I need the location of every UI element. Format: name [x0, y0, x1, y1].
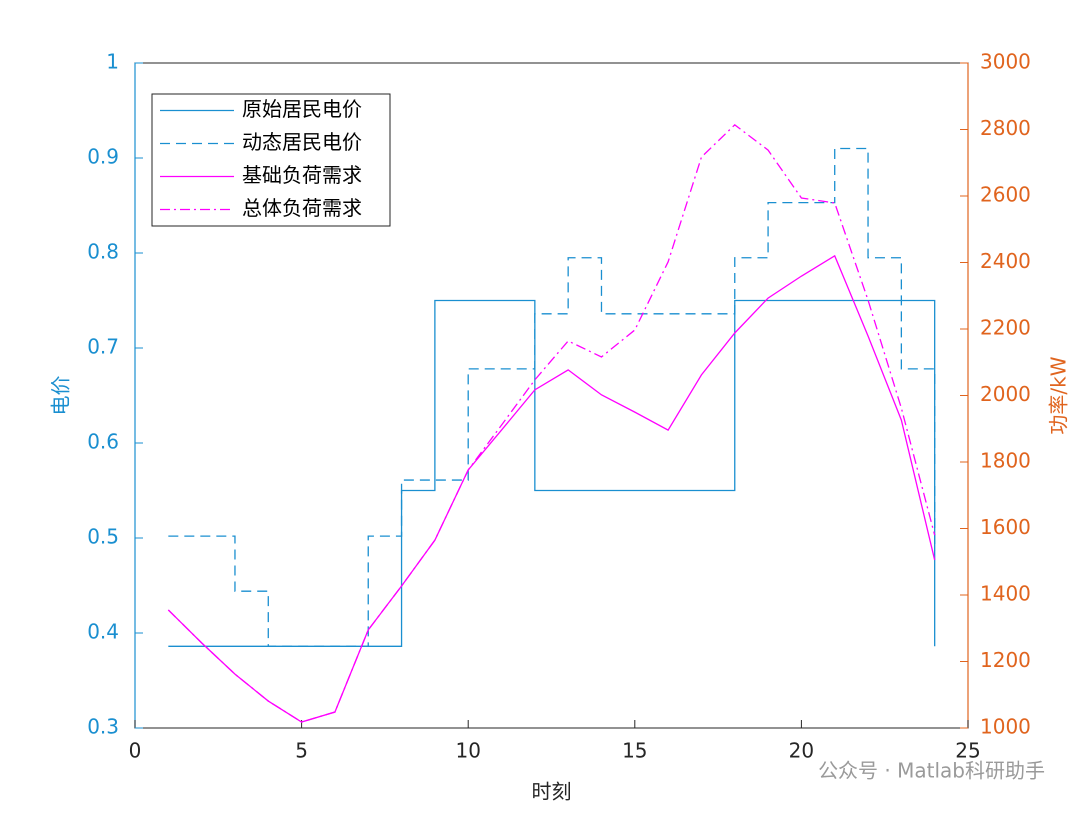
- watermark: 公众号 · Matlab科研助手: [818, 759, 1045, 783]
- y-tick-label: 0.5: [87, 525, 119, 549]
- y-tick-label: 0.7: [87, 335, 119, 359]
- y-tick-label: 0.4: [87, 620, 119, 644]
- y2-tick-label: 1200: [980, 648, 1031, 672]
- y2-tick-label: 2400: [980, 249, 1031, 273]
- y-tick-label: 0.6: [87, 430, 119, 454]
- y-axis-label: 电价: [49, 376, 73, 416]
- legend-label: 基础负荷需求: [242, 163, 362, 187]
- y2-tick-label: 2600: [980, 183, 1031, 207]
- legend-label: 动态居民电价: [242, 130, 362, 154]
- x-axis-label: 时刻: [532, 780, 572, 804]
- x-tick-label: 5: [295, 739, 308, 763]
- y2-tick-label: 1800: [980, 449, 1031, 473]
- legend-label: 原始居民电价: [242, 97, 362, 121]
- x-tick-label: 10: [455, 739, 480, 763]
- y2-axis-label: 功率/kW: [1047, 356, 1071, 434]
- y-tick-label: 1: [106, 50, 119, 74]
- x-tick-label: 15: [622, 739, 647, 763]
- y2-tick-label: 1000: [980, 715, 1031, 739]
- y2-tick-label: 2200: [980, 316, 1031, 340]
- legend-label: 总体负荷需求: [242, 196, 362, 220]
- series-line: [168, 147, 936, 647]
- legend-box: [151, 93, 391, 227]
- y-tick-label: 0.3: [87, 715, 119, 739]
- y2-tick-label: 1400: [980, 582, 1031, 606]
- y-tick-label: 0.9: [87, 145, 119, 169]
- series-line: [167, 123, 936, 723]
- x-tick-label: 25: [955, 739, 980, 763]
- x-tick-label: 0: [129, 739, 142, 763]
- x-tick-label: 20: [789, 739, 814, 763]
- y2-tick-label: 2800: [980, 116, 1031, 140]
- y2-tick-label: 2000: [980, 382, 1031, 406]
- y2-tick-label: 3000: [980, 50, 1031, 74]
- y-tick-label: 0.8: [87, 240, 119, 264]
- y2-tick-label: 1600: [980, 515, 1031, 539]
